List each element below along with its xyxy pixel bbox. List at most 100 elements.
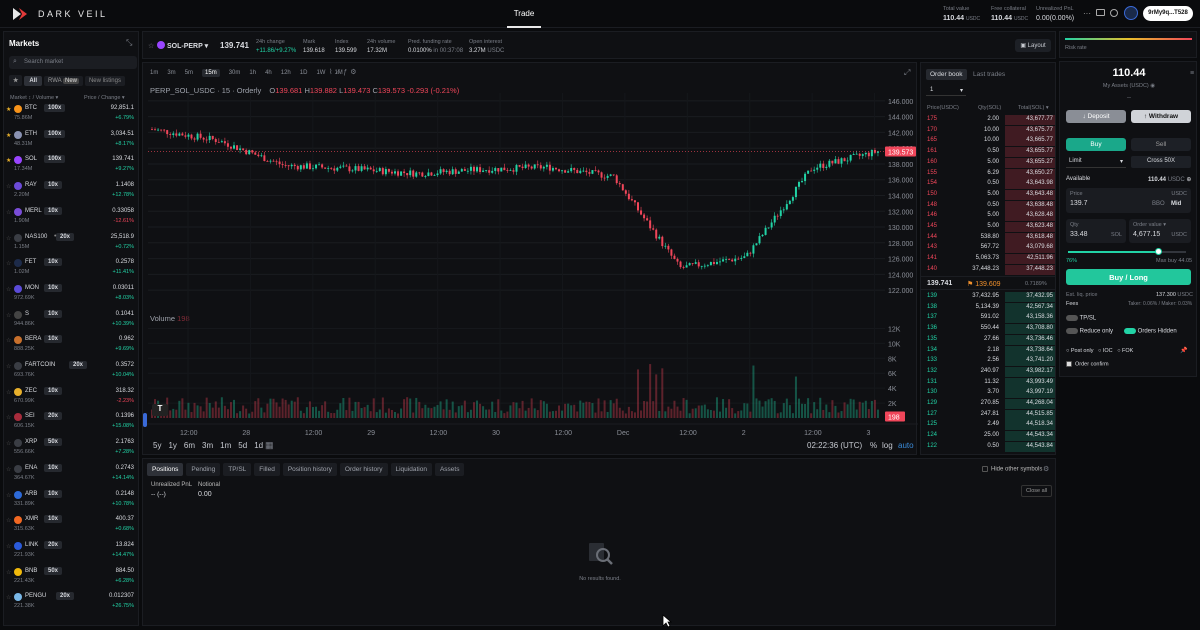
favorite-star-icon[interactable]: ☆ <box>6 364 12 370</box>
tab-liquidation[interactable]: Liquidation <box>390 463 432 476</box>
symbol-selector[interactable]: SOL-PERP ▾ <box>167 43 209 50</box>
bid-row[interactable]: 125 2.49 44,518.34 <box>921 420 1055 431</box>
wallet-icon[interactable] <box>1124 6 1138 20</box>
close-all-button[interactable]: Close all <box>1021 485 1053 497</box>
favorite-star-icon[interactable]: ★ <box>6 158 12 165</box>
ask-row[interactable]: 161 0.50 43,655.77 <box>921 147 1055 158</box>
market-row[interactable]: ☆ XRP 50x 556.66K 2.1763 +7.28% <box>6 438 134 464</box>
timeframe-1M[interactable]: 1M <box>334 70 343 76</box>
market-row[interactable]: ☆ MON 10x 972.69K 0.03011 +8.03% <box>6 283 134 310</box>
market-row[interactable]: ☆ XMR 10x 315.63K 400.37 +0.68% <box>6 515 134 541</box>
ask-row[interactable]: 140 37,448.23 37,448.23 <box>921 264 1055 276</box>
search-input[interactable]: Search market <box>24 59 64 65</box>
sell-tab[interactable]: Sell <box>1131 138 1191 151</box>
order-value-input[interactable]: Order value ▾ 4,677.15 USDC <box>1129 219 1191 243</box>
ask-row[interactable]: 150 5.00 43,643.48 <box>921 189 1055 201</box>
favorites-star-icon[interactable]: ★ <box>9 75 23 86</box>
more-icon[interactable]: ··· <box>1083 9 1091 18</box>
settings-icon[interactable] <box>1110 9 1118 17</box>
tab-pending[interactable]: Pending <box>186 463 221 476</box>
tab-positions[interactable]: Positions <box>147 463 184 476</box>
market-row[interactable]: ☆ BERA 10x 888.25K 0.962 +9.69% <box>6 335 134 361</box>
market-row[interactable]: ☆ FET 10x 1.02M 0.2578 +11.41% <box>6 258 134 284</box>
slider-knob[interactable] <box>1154 248 1162 255</box>
range-3m[interactable]: 3m <box>202 441 214 450</box>
ask-row[interactable]: 160 5.00 43,655.27 <box>921 157 1055 169</box>
price-input[interactable]: Price 139.7 USDC BBO Mid <box>1066 188 1191 213</box>
timeframe-1D[interactable]: 1D <box>299 70 308 76</box>
tab-order-book[interactable]: Order book <box>926 69 967 80</box>
timeframe-4h[interactable]: 4h <box>265 70 272 76</box>
ask-row[interactable]: 148 0.50 43,638.48 <box>921 200 1055 212</box>
order-type-select[interactable]: Limit ▾ <box>1066 156 1126 168</box>
qty-slider[interactable] <box>1068 248 1186 256</box>
bid-row[interactable]: 139 37,432.95 37,432.95 <box>921 292 1055 303</box>
favorite-star-icon[interactable]: ★ <box>6 107 12 113</box>
range-1d[interactable]: 1d <box>254 441 264 450</box>
tab-order-history[interactable]: Order history <box>339 463 388 476</box>
bid-row[interactable]: 130 3.70 43,997.19 <box>921 388 1055 399</box>
ask-row[interactable]: 144 538.80 43,618.48 <box>921 232 1055 244</box>
favorite-star-icon[interactable]: ☆ <box>6 338 12 345</box>
favorite-star-icon[interactable]: ☆ <box>6 184 12 191</box>
market-row[interactable]: ★ BTC 100x 75.86M 92,851.1 +6.79% <box>6 104 134 130</box>
timeframe-1W[interactable]: 1W <box>316 70 326 76</box>
market-row[interactable]: ☆ ENA 10x 364.67K 0.2743 +14.14% <box>6 463 134 490</box>
auto-toggle[interactable]: auto <box>898 441 914 450</box>
market-row[interactable]: ☆ LINK 20x 221.93K 13.824 +14.47% <box>6 540 134 567</box>
bid-row[interactable]: 132 240.97 43,982.17 <box>921 366 1055 378</box>
bid-row[interactable]: 122 0.50 44,543.84 <box>921 441 1055 453</box>
post-only-radio[interactable]: ○ Post only <box>1066 348 1094 354</box>
hide-other-symbols[interactable]: Hide other symbols <box>982 466 1042 473</box>
bid-row[interactable]: 124 25.00 44,543.34 <box>921 431 1055 442</box>
favorite-star-icon[interactable]: ☆ <box>148 43 155 50</box>
tick-size-select[interactable]: 1 ▾ <box>926 85 966 96</box>
filter-new-listings[interactable]: New listings <box>84 76 125 86</box>
range-6m[interactable]: 6m <box>183 441 196 450</box>
tab-tp-sl[interactable]: TP/SL <box>223 463 252 476</box>
market-search[interactable]: ⌕ Search market <box>9 56 137 69</box>
market-row[interactable]: ☆ SEI 20x 606.15K 0.1396 +15.08% <box>6 412 134 438</box>
favorite-star-icon[interactable]: ☆ <box>6 389 12 396</box>
pin-icon[interactable]: 📌 <box>1180 348 1188 354</box>
timeframe-5m[interactable]: 5m <box>184 70 194 76</box>
ask-row[interactable]: 165 10.00 43,665.77 <box>921 136 1055 147</box>
market-row[interactable]: ☆ BNB 50x 221.43K 884.50 +6.28% <box>6 566 134 593</box>
col-market-header[interactable]: Market ↕ / Volume ▾ <box>10 95 59 101</box>
favorite-star-icon[interactable]: ☆ <box>6 518 12 525</box>
log-toggle[interactable]: log <box>882 441 893 450</box>
qty-input[interactable]: Qty 33.48 SOL <box>1066 219 1126 243</box>
market-row[interactable]: ☆ ZEC 10x 670.99K 318.32 -2.23% <box>6 386 134 413</box>
market-row[interactable]: ☆ FARTCOIN 20x 693.76K 0.3572 +10.04% <box>6 361 134 387</box>
favorite-star-icon[interactable]: ☆ <box>6 415 12 422</box>
market-row[interactable]: ★ SOL 100x 17.34M 139.741 +9.27% <box>6 155 134 181</box>
tab-filled[interactable]: Filled <box>254 463 280 476</box>
favorite-star-icon[interactable]: ☆ <box>6 466 12 473</box>
timeframe-3m[interactable]: 3m <box>167 70 176 76</box>
utc-clock[interactable]: 02:22:36 (UTC) <box>807 441 863 450</box>
ask-row[interactable]: 146 5.00 43,628.48 <box>921 211 1055 222</box>
mid-button[interactable]: Mid <box>1171 201 1182 207</box>
bid-row[interactable]: 127 247.81 44,515.85 <box>921 409 1055 421</box>
market-row[interactable]: ☆ MERL 10x 1.90M 0.33058 -12.61% <box>6 206 134 233</box>
collapse-icon[interactable]: ⤡ <box>126 38 133 47</box>
margin-mode-button[interactable]: Cross 50X <box>1131 156 1191 168</box>
filter-rwa[interactable]: RWA New <box>43 76 83 86</box>
bid-row[interactable]: 135 27.66 43,736.46 <box>921 334 1055 346</box>
favorite-star-icon[interactable]: ☆ <box>6 569 12 576</box>
favorite-star-icon[interactable]: ☆ <box>6 312 12 319</box>
timeframe-30m[interactable]: 30m <box>228 70 241 76</box>
market-row[interactable]: ☆ NAS100 20x • 1.15M 25,518.9 +0.72% <box>6 232 134 259</box>
timeframe-1h[interactable]: 1h <box>249 70 257 76</box>
bid-row[interactable]: 137 591.02 43,158.36 <box>921 313 1055 324</box>
nav-trade[interactable]: Trade <box>507 0 541 28</box>
bid-row[interactable]: 129 270.85 44,268.04 <box>921 399 1055 410</box>
deposit-button[interactable]: ↓ Deposit <box>1066 110 1126 123</box>
favorite-star-icon[interactable]: ☆ <box>6 492 12 499</box>
favorite-star-icon[interactable]: ★ <box>6 132 12 139</box>
fullscreen-icon[interactable]: ⤢ <box>904 68 911 77</box>
brand-logo-icon[interactable] <box>12 7 34 21</box>
market-row[interactable]: ★ ETH 100x 48.31M 3,034.51 +8.17% <box>6 129 134 156</box>
reduce-only-toggle[interactable]: Reduce only <box>1066 328 1113 335</box>
notifications-icon[interactable] <box>1096 9 1105 16</box>
